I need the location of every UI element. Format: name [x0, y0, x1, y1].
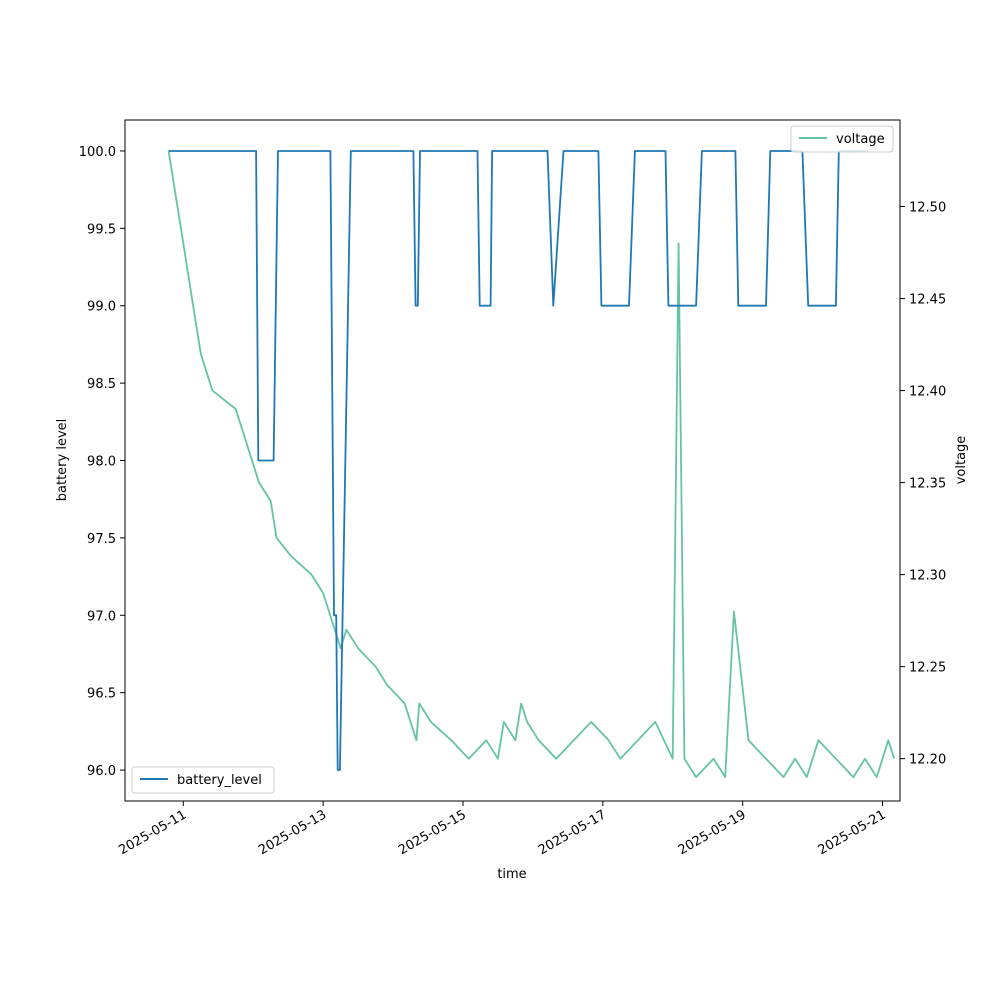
left-tick-label: 100.0 — [79, 145, 116, 160]
right-axis-ticks: 12.20 12.25 12.30 12.35 12.40 12.45 12.50 — [900, 201, 946, 768]
left-tick-label: 97.5 — [87, 532, 116, 547]
left-tick-label: 99.5 — [87, 222, 116, 237]
series-line-voltage — [167, 151, 896, 778]
right-tick-label: 12.30 — [909, 569, 946, 584]
plot-frame — [124, 119, 901, 802]
x-tick-label: 2025-05-15 — [396, 807, 469, 858]
left-tick-label: 96.0 — [87, 764, 116, 779]
x-tick-label: 2025-05-13 — [256, 807, 329, 858]
legend-voltage-box — [790, 125, 894, 153]
legend-voltage: voltage — [790, 125, 894, 153]
right-tick-label: 12.20 — [909, 753, 946, 768]
left-tick-label: 99.0 — [87, 300, 116, 315]
right-tick-label: 12.25 — [909, 661, 946, 676]
right-tick-label: 12.50 — [909, 201, 946, 216]
legend-voltage-label: voltage — [836, 132, 885, 147]
right-axis-label: voltage — [954, 436, 969, 485]
x-tick-label: 2025-05-19 — [676, 807, 749, 858]
x-tick-label: 2025-05-21 — [816, 807, 889, 858]
legend-battery-level-label: battery_level — [177, 773, 262, 788]
x-axis-label: time — [497, 867, 526, 882]
series-line-battery-level — [168, 150, 868, 771]
right-tick-label: 12.40 — [909, 385, 946, 400]
series-layer — [167, 150, 896, 778]
left-tick-label: 96.5 — [87, 687, 116, 702]
right-tick-label: 12.45 — [909, 293, 946, 308]
x-tick-label: 2025-05-17 — [536, 807, 609, 858]
left-axis-label: battery level — [55, 419, 70, 502]
x-tick-label: 2025-05-11 — [116, 807, 189, 858]
right-tick-label: 12.35 — [909, 477, 946, 492]
left-tick-label: 98.5 — [87, 377, 116, 392]
left-axis-ticks: 96.0 96.5 97.0 97.5 98.0 98.5 99.0 99.5 100.0 — [79, 145, 125, 779]
legend-battery-level: battery_level — [131, 766, 275, 794]
left-tick-label: 97.0 — [87, 609, 116, 624]
x-axis-ticks: 2025-05-11 2025-05-13 2025-05-15 2025-05-17… — [116, 801, 889, 858]
legend-battery-level-box — [131, 766, 275, 794]
left-tick-label: 98.0 — [87, 455, 116, 470]
